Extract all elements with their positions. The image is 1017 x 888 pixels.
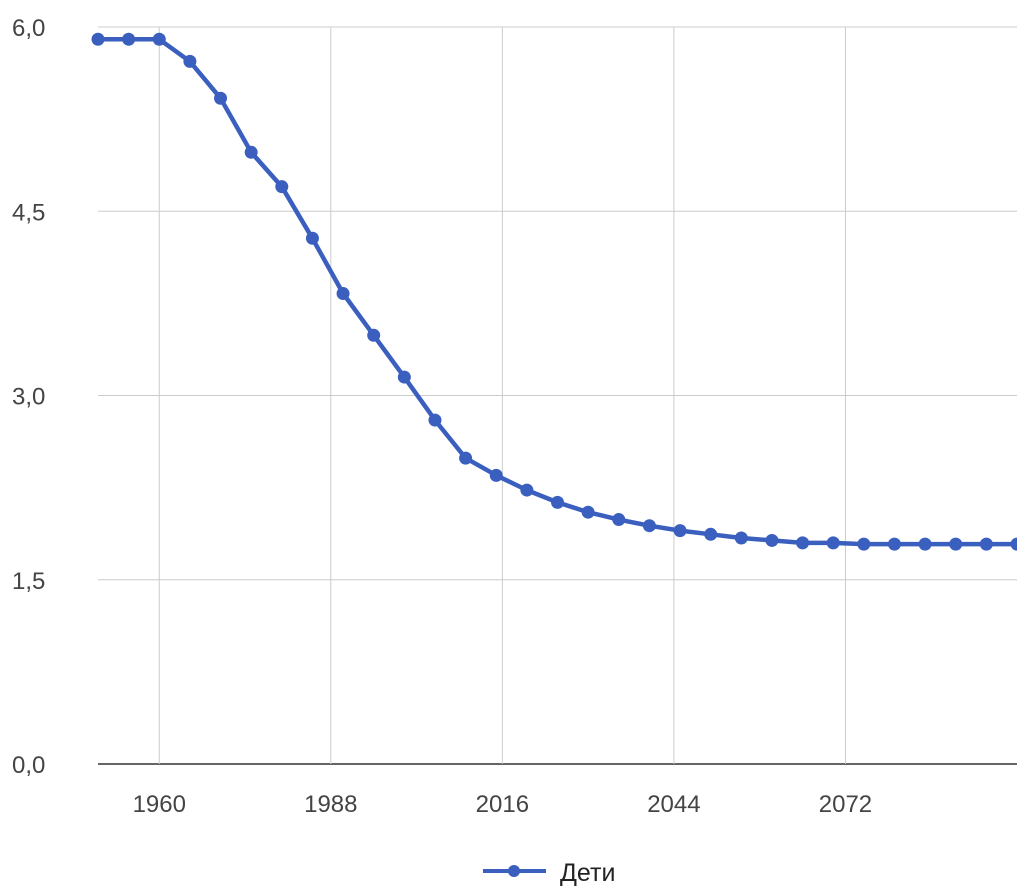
- x-axis-ticks: 1960 1988 2016 2044 2072: [133, 791, 873, 818]
- data-point: [91, 32, 105, 46]
- data-point: [214, 91, 228, 105]
- y-tick-label: 4,5: [12, 199, 45, 226]
- data-point: [183, 54, 197, 68]
- data-point: [275, 180, 289, 194]
- y-axis-ticks: 0,0 1,5 3,0 4,5 6,0: [12, 15, 45, 779]
- x-tick-label: 1960: [133, 791, 186, 818]
- series-points: [91, 32, 1017, 551]
- data-point: [489, 468, 503, 482]
- data-point: [918, 537, 932, 551]
- y-tick-label: 0,0: [12, 752, 45, 779]
- data-point: [305, 231, 319, 245]
- data-point: [1010, 537, 1017, 551]
- legend: Дети: [483, 859, 615, 887]
- legend-swatch-dot: [508, 865, 520, 877]
- data-point: [704, 527, 718, 541]
- y-tick-label: 3,0: [12, 384, 45, 411]
- data-point: [367, 328, 381, 342]
- data-point: [152, 32, 166, 46]
- data-point: [826, 536, 840, 550]
- data-point: [642, 519, 656, 533]
- x-tick-label: 2016: [476, 791, 529, 818]
- data-point: [428, 413, 442, 427]
- y-tick-label: 1,5: [12, 568, 45, 595]
- data-point: [244, 145, 258, 159]
- data-point: [673, 524, 687, 538]
- data-point: [857, 537, 871, 551]
- data-point: [796, 536, 810, 550]
- data-point: [612, 513, 626, 527]
- grid-lines: [98, 26, 1017, 765]
- legend-label: Дети: [560, 859, 615, 887]
- data-point: [122, 32, 136, 46]
- data-point: [551, 495, 564, 509]
- data-point: [734, 531, 748, 545]
- data-point: [336, 287, 350, 301]
- series-line-deti: [95, 37, 1017, 547]
- data-point: [765, 533, 779, 547]
- data-point: [520, 483, 534, 497]
- y-tick-label: 6,0: [12, 15, 45, 42]
- data-point: [581, 505, 595, 519]
- data-point: [949, 537, 963, 551]
- data-point: [397, 370, 411, 384]
- x-tick-label: 1988: [304, 791, 357, 818]
- data-point: [979, 537, 993, 551]
- data-point: [459, 451, 473, 465]
- x-tick-label: 2044: [647, 791, 700, 818]
- data-point: [887, 537, 901, 551]
- x-tick-label: 2072: [819, 791, 872, 818]
